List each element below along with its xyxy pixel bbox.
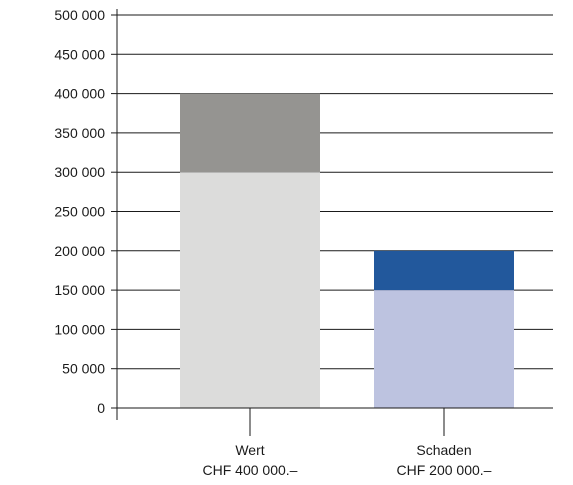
bar-segment bbox=[180, 93, 320, 173]
y-tick-label: 400 000 bbox=[54, 86, 105, 102]
y-tick-label: 150 000 bbox=[54, 282, 105, 298]
category-sublabel: CHF 200 000.– bbox=[397, 462, 492, 478]
y-tick-label: 350 000 bbox=[54, 125, 105, 141]
y-tick-label: 250 000 bbox=[54, 204, 105, 220]
y-tick-label: 50 000 bbox=[62, 361, 105, 377]
category-label: Wert bbox=[235, 442, 264, 458]
y-tick-label: 0 bbox=[97, 400, 105, 416]
y-tick-label: 450 000 bbox=[54, 46, 105, 62]
y-tick-label: 500 000 bbox=[54, 7, 105, 23]
category-sublabel: CHF 400 000.– bbox=[203, 462, 298, 478]
y-tick-label: 300 000 bbox=[54, 164, 105, 180]
bar-segment bbox=[374, 250, 514, 291]
y-tick-label: 100 000 bbox=[54, 321, 105, 337]
bars bbox=[180, 93, 514, 408]
bar-segment bbox=[374, 290, 514, 408]
bar-segment bbox=[180, 172, 320, 408]
category-label: Schaden bbox=[416, 442, 471, 458]
y-tick-label: 200 000 bbox=[54, 243, 105, 259]
labels: 0 50 000 100 000 150 000 200 000 250 000 300 0… bbox=[54, 7, 491, 478]
axes bbox=[111, 9, 553, 436]
